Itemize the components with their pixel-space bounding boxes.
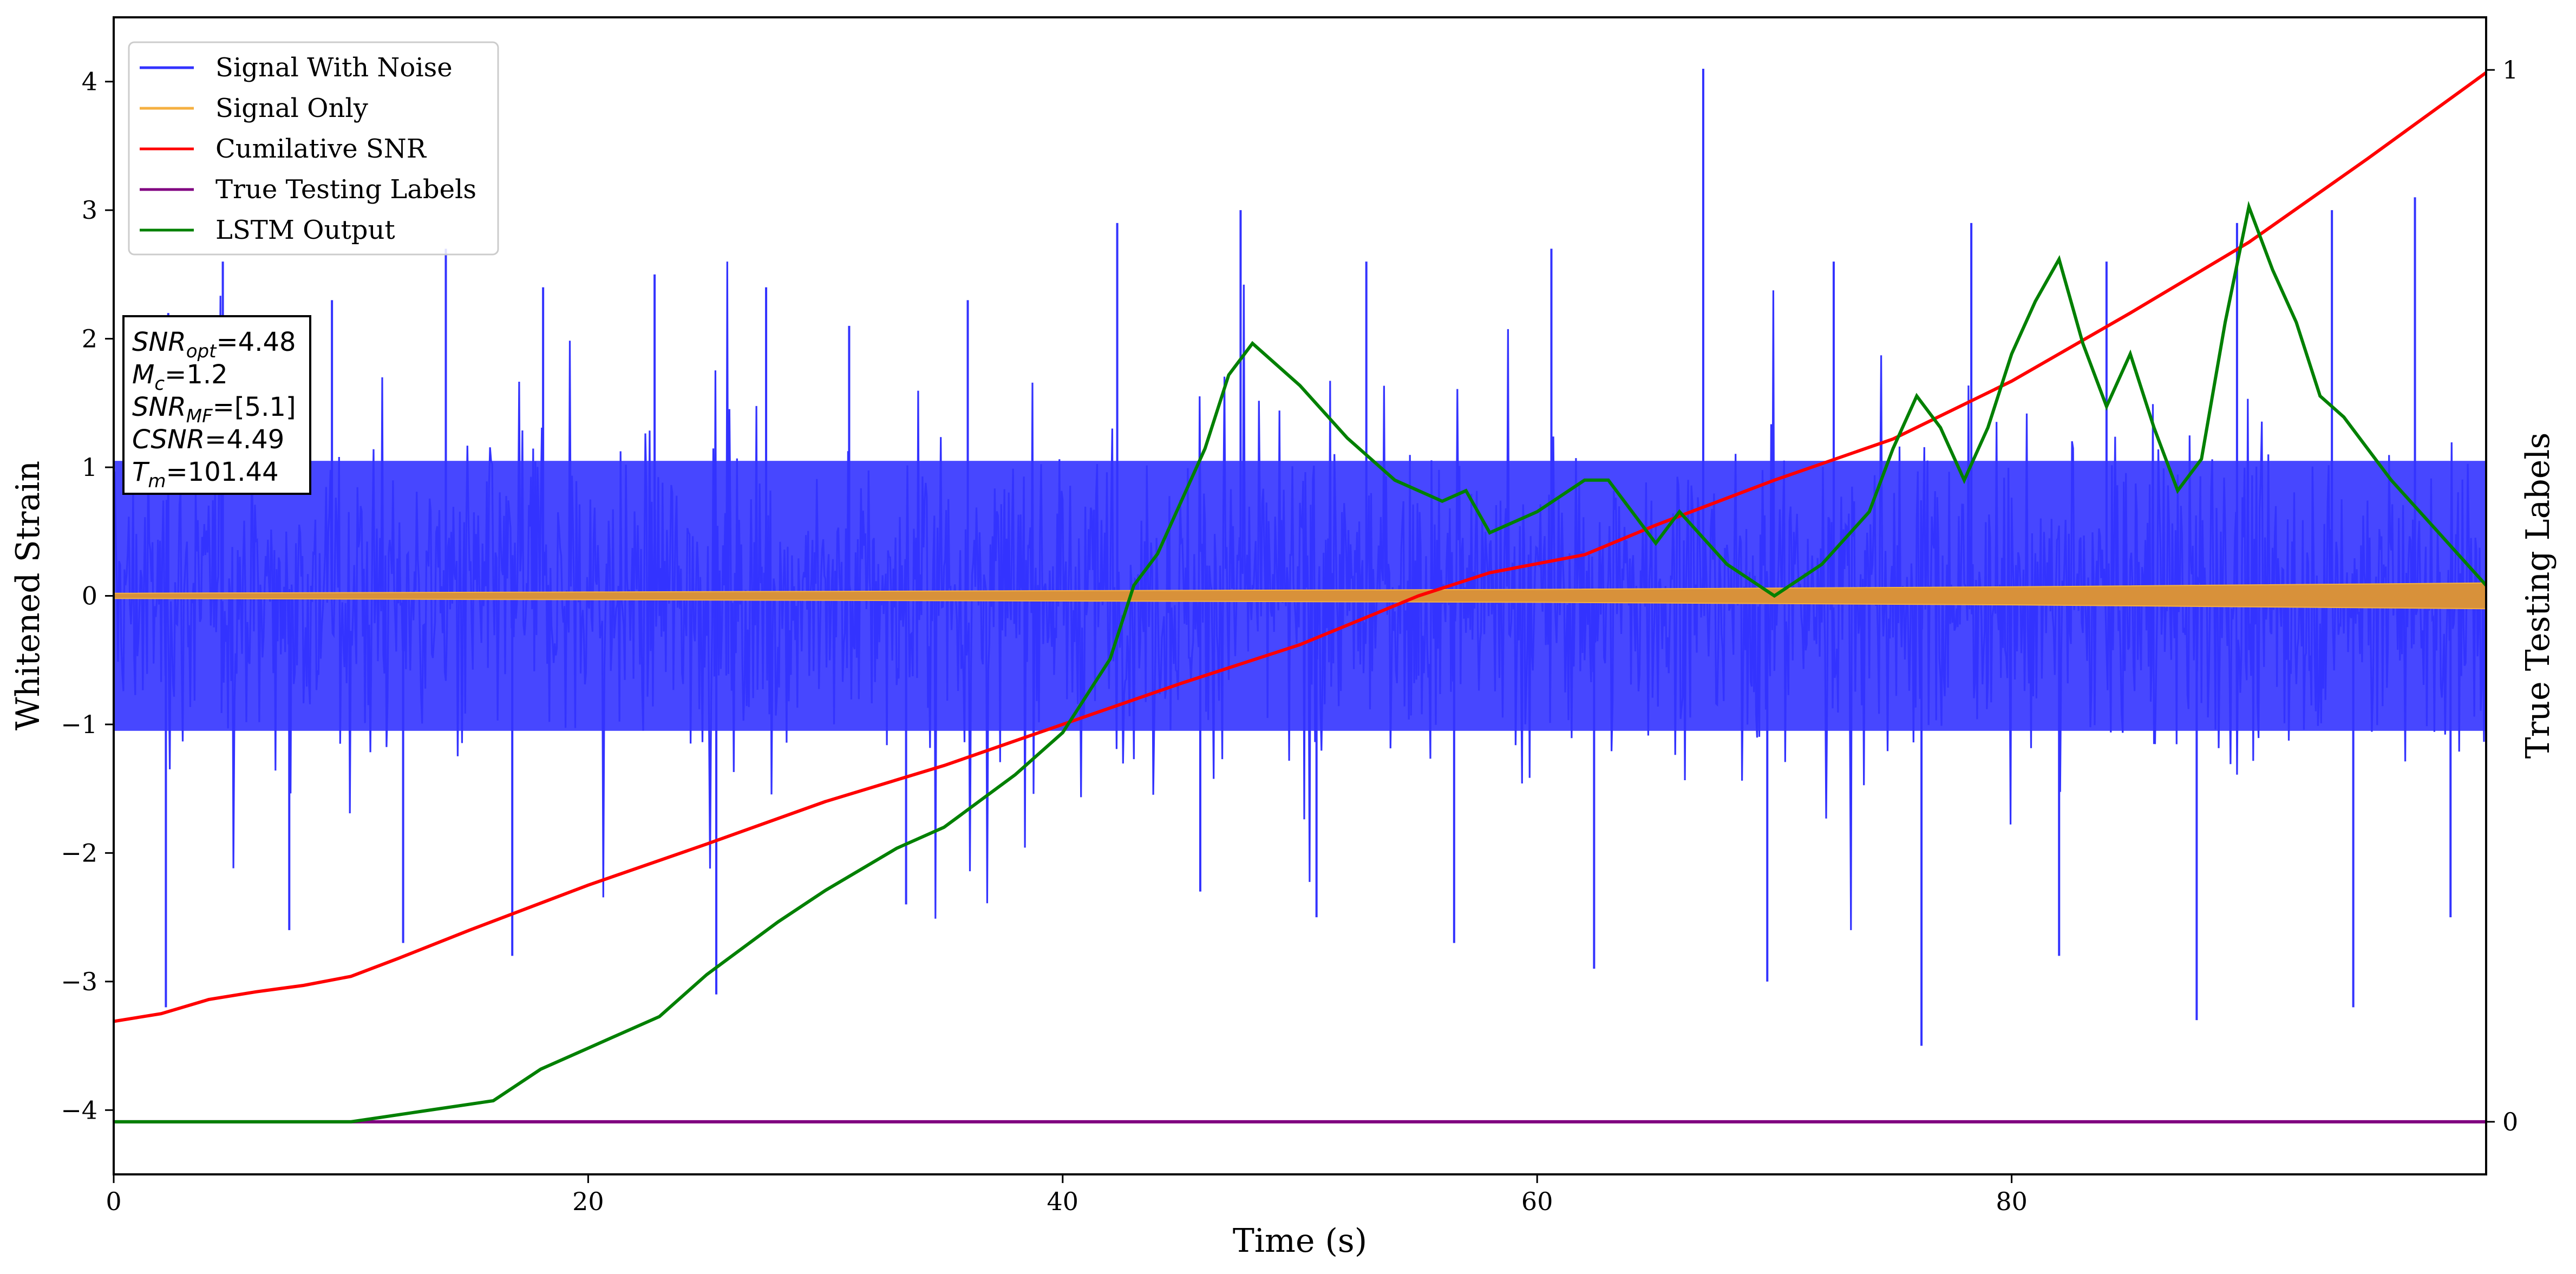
y-tick-label: 3 (82, 195, 97, 225)
annotation-line: SNRopt=4.48 (132, 327, 296, 362)
annotation-line: CSNR=4.49 (132, 424, 284, 455)
annotation-line: Tm=101.44 (132, 457, 279, 492)
annotation-line: Mc=1.2 (132, 360, 228, 395)
y-tick-label: 0 (82, 582, 97, 611)
y-tick-label: −3 (61, 967, 97, 996)
plot-area (114, 68, 2486, 1123)
legend-label: Signal With Noise (215, 53, 453, 83)
x-tick-label: 20 (572, 1187, 604, 1216)
legend-label: True Testing Labels (215, 174, 476, 205)
annotation-line: SNRMF=[5.1] (132, 392, 296, 427)
y2-axis-label: True Testing Labels (2519, 433, 2557, 759)
x-tick-label: 80 (1996, 1187, 2028, 1216)
series-signal-only (114, 582, 2486, 610)
legend-label: Cumilative SNR (215, 134, 427, 164)
legend-label: Signal Only (215, 93, 368, 123)
legend-label: LSTM Output (215, 215, 395, 245)
series-cumilative-snr (114, 71, 2486, 1023)
x-tick-label: 0 (106, 1187, 121, 1216)
legend-box (128, 41, 499, 256)
x-axis-label: Time (s) (1233, 1222, 1367, 1260)
legend: Signal With Noise Signal Only Cumilative S… (128, 41, 499, 256)
y-tick-label: −1 (61, 710, 97, 739)
parameter-annotation: SNRopt=4.48Mc=1.2SNRMF=[5.1]CSNR=4.49Tm=… (122, 315, 311, 495)
y-tick-label: −2 (61, 838, 97, 867)
y2-tick-label: 1 (2502, 55, 2518, 84)
x-tick-label: 40 (1047, 1187, 1079, 1216)
y-tick-label: 4 (82, 67, 97, 96)
x-axis: 0 20 40 60 80 (106, 1174, 2028, 1216)
y-tick-label: −4 (61, 1095, 97, 1125)
annotation-box (122, 315, 311, 495)
series-lstm-output (114, 200, 2486, 1123)
y-axis-label: Whitened Strain (9, 461, 47, 730)
x-tick-label: 60 (1521, 1187, 1553, 1216)
y-tick-label: 1 (82, 453, 97, 482)
y-axis-left: −4 −3 −2 −1 0 1 2 3 4 (61, 67, 114, 1125)
y2-tick-label: 0 (2502, 1107, 2518, 1136)
y-tick-label: 2 (82, 324, 97, 354)
y-axis-right: 01 (2486, 55, 2518, 1136)
